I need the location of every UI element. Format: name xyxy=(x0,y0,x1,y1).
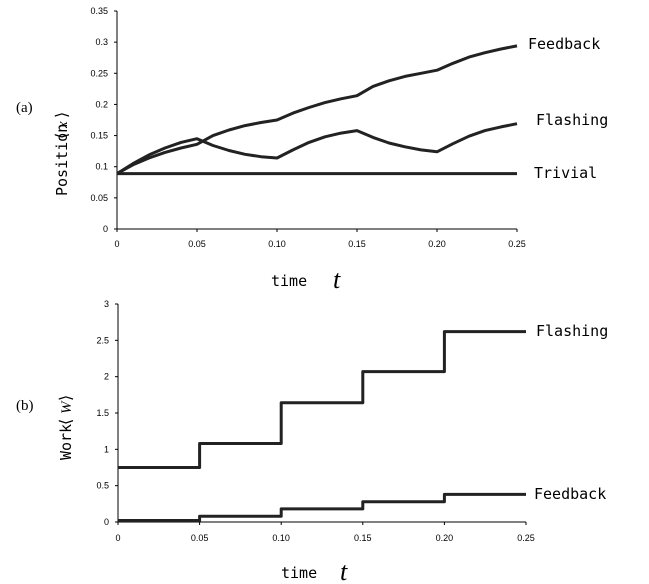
panel-a-y-tick-label: 0.3 xyxy=(95,37,108,47)
panel-b-y-tick-label: 1.5 xyxy=(96,408,109,418)
panel-a-ylabel: Position xyxy=(53,124,71,196)
panel-b-y-tick-label: 0.5 xyxy=(96,481,109,491)
panel-a-series-flashing xyxy=(116,122,518,175)
panel-a-series-feedback xyxy=(116,44,518,175)
panel-b-ylabel-open-bracket: ⟨ xyxy=(56,419,75,425)
panel-a-label-flashing: Flashing xyxy=(536,111,608,129)
panel-b-y-tick-label: 1 xyxy=(104,444,109,454)
panel-a-letter: (a) xyxy=(16,100,33,116)
panel-a-y-tick-label: 0 xyxy=(103,224,108,234)
panel-a-label-trivial: Trivial xyxy=(534,164,597,182)
panel-a-x-tick-label: 0.25 xyxy=(508,239,526,249)
panel-a-ylabel-symbol: x xyxy=(55,121,71,129)
panel-b-series-flashing xyxy=(118,330,526,469)
panel-b-label-flashing: Flashing xyxy=(536,322,608,340)
panel-b-y-tick-label: 0 xyxy=(104,517,109,527)
panel-b-y-tick-label: 3 xyxy=(104,299,109,309)
panel-a-y-tick-label: 0.15 xyxy=(90,131,108,141)
panel-b-plot: 0 0.5 1 1.5 2 2.5 3 0 0.05 0.10 0.15 0.20 0.25 Flashi… xyxy=(96,299,608,543)
panel-a-ylabel-open-bracket: ⟨ xyxy=(52,133,71,139)
panel-b-letter: (b) xyxy=(16,398,34,414)
panel-a-y-tick-label: 0.1 xyxy=(95,162,108,172)
panel-a-x-tick-label: 0.15 xyxy=(348,239,366,249)
panel-b-xlabel: time xyxy=(281,564,317,582)
panel-b-x-tick-label: 0.25 xyxy=(517,533,535,543)
panel-b-x-tick-label: 0.10 xyxy=(272,533,290,543)
panel-b-ylabel-symbol: W xyxy=(59,400,75,414)
panel-a-x-tick-label: 0.05 xyxy=(188,239,206,249)
panel-a-x-tick-label: 0 xyxy=(114,239,119,249)
panel-b-x-tick-label: 0 xyxy=(115,533,120,543)
panel-b-y-tick-label: 2.5 xyxy=(96,335,109,345)
panel-b-label-feedback: Feedback xyxy=(534,485,606,503)
panel-b-xlabel-symbol: t xyxy=(340,557,348,584)
panel-a-xlabel-symbol: t xyxy=(333,265,341,294)
panel-a-label-feedback: Feedback xyxy=(528,35,600,53)
panel-b-y-tick-label: 2 xyxy=(104,372,109,382)
panel-a-plot: 0 0.05 0.1 0.15 0.2 0.25 0.3 0.35 0 0.05 0.10 0.15 0… xyxy=(90,6,608,249)
panel-a-xlabel: time xyxy=(271,272,307,290)
panel-b-ylabel-close-bracket: ⟩ xyxy=(56,395,75,401)
panel-a-y-tick-label: 0.25 xyxy=(90,68,108,78)
panel-b-x-tick-label: 0.05 xyxy=(191,533,209,543)
panel-a-ylabel-symbol-group: ⟨ x ⟩ xyxy=(52,112,71,139)
panel-a-ylabel-close-bracket: ⟩ xyxy=(52,112,71,118)
panel-a-y-tick-label: 0.2 xyxy=(95,99,108,109)
panel-b-ylabel: Work xyxy=(57,424,75,460)
panel-a-x-tick-label: 0.10 xyxy=(268,239,286,249)
panel-b-x-tick-label: 0.20 xyxy=(436,533,454,543)
panel-a-y-tick-label: 0.05 xyxy=(90,193,108,203)
panel-a-x-tick-label: 0.20 xyxy=(428,239,446,249)
panel-b-x-tick-label: 0.15 xyxy=(354,533,372,543)
panel-a-y-tick-label: 0.35 xyxy=(90,6,108,16)
panel-b-ylabel-symbol-group: ⟨ W ⟩ xyxy=(56,395,75,425)
panel-b-series-feedback xyxy=(118,492,526,522)
